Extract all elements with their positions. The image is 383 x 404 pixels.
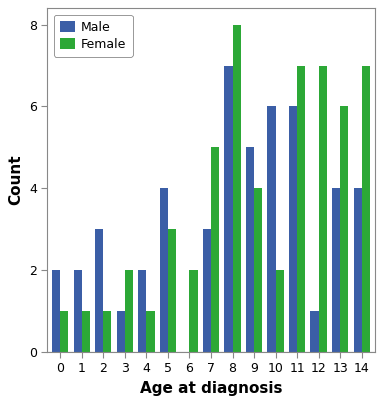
Bar	[276, 270, 284, 352]
Y-axis label: Count: Count	[8, 155, 23, 205]
Bar	[232, 25, 241, 352]
Bar	[168, 229, 176, 352]
Bar	[82, 311, 90, 352]
Bar	[362, 65, 370, 352]
Bar	[224, 65, 232, 352]
Bar	[267, 106, 276, 352]
Bar	[138, 270, 146, 352]
Bar	[190, 270, 198, 352]
Bar	[311, 311, 319, 352]
Bar	[60, 311, 69, 352]
Bar	[211, 147, 219, 352]
Bar	[160, 188, 168, 352]
Bar	[246, 147, 254, 352]
Bar	[117, 311, 125, 352]
Bar	[319, 65, 327, 352]
X-axis label: Age at diagnosis: Age at diagnosis	[140, 381, 282, 396]
Bar	[297, 65, 305, 352]
Bar	[254, 188, 262, 352]
Bar	[354, 188, 362, 352]
Bar	[74, 270, 82, 352]
Bar	[340, 106, 349, 352]
Bar	[95, 229, 103, 352]
Bar	[203, 229, 211, 352]
Bar	[332, 188, 340, 352]
Bar	[52, 270, 60, 352]
Bar	[103, 311, 111, 352]
Legend: Male, Female: Male, Female	[54, 15, 133, 57]
Bar	[146, 311, 155, 352]
Bar	[289, 106, 297, 352]
Bar	[125, 270, 133, 352]
